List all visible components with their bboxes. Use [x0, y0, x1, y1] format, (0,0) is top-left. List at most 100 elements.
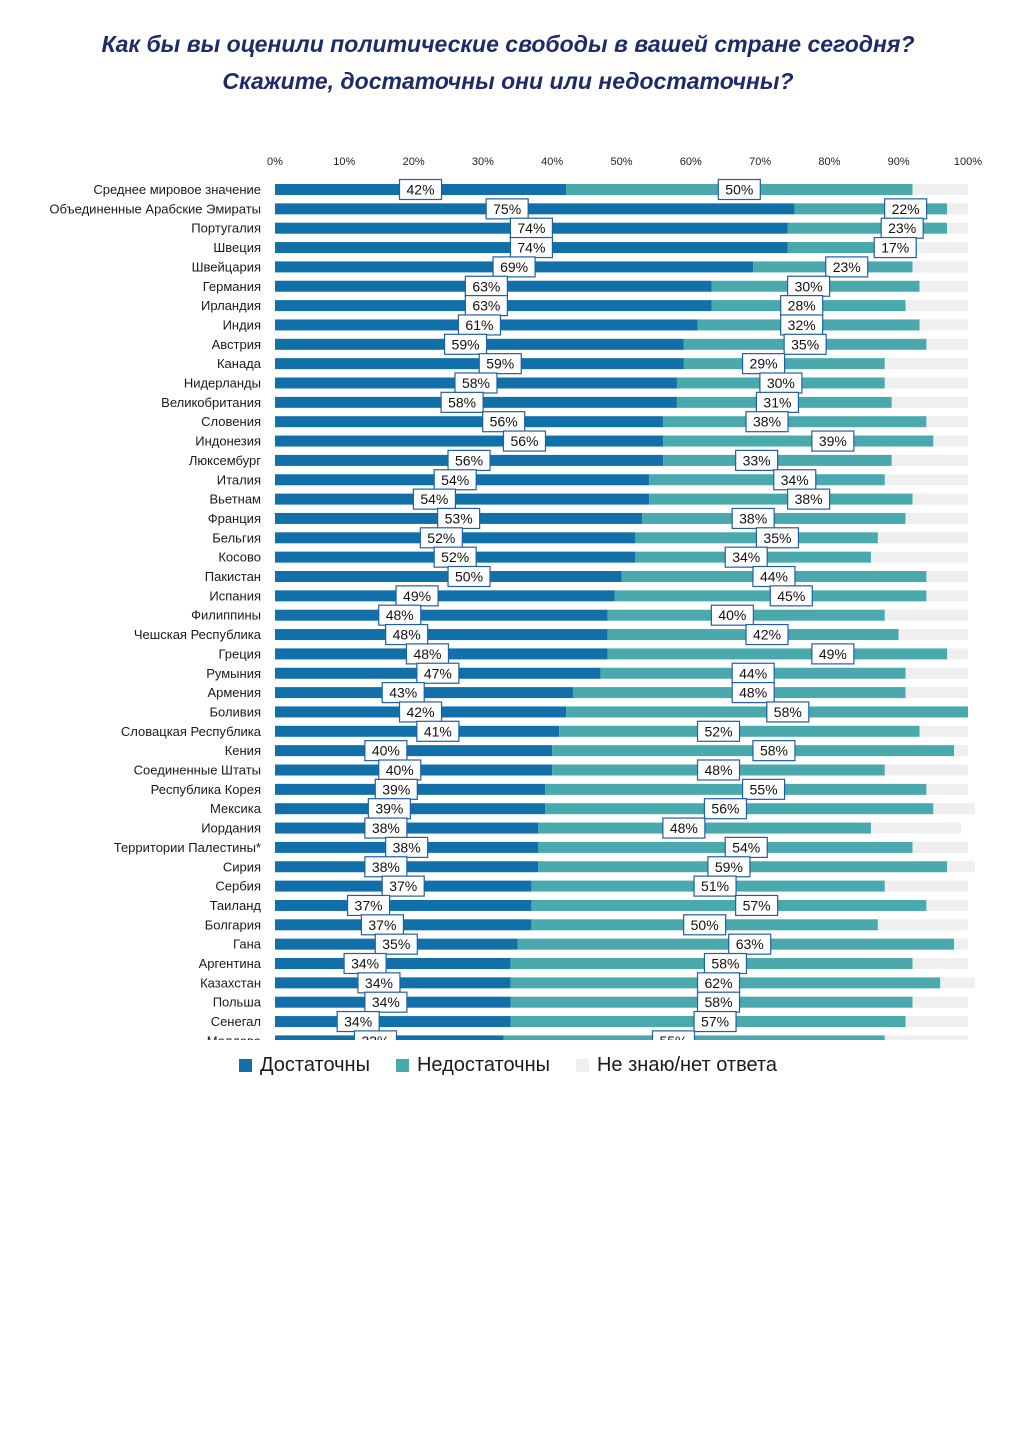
- data-label-box: [825, 256, 869, 278]
- data-label-not-enough: 48%: [705, 762, 733, 778]
- bar-dont-know: [912, 958, 968, 969]
- category-label: Молдова: [207, 1033, 262, 1040]
- category-label: Индия: [223, 317, 261, 332]
- bar-dont-know: [926, 783, 968, 795]
- data-label-box: [364, 991, 408, 1013]
- data-label-box: [447, 565, 491, 588]
- data-label-not-enough: 52%: [705, 723, 733, 739]
- data-label-not-enough: 22%: [892, 201, 920, 217]
- data-label-not-enough: 55%: [659, 1033, 687, 1040]
- legend-item-dont-know: Не знаю/нет ответа: [575, 1053, 777, 1077]
- category-label: Бельгия: [212, 530, 261, 545]
- category-label: Швеция: [213, 240, 261, 255]
- data-label-enough: 38%: [372, 820, 400, 836]
- data-label-box: [783, 333, 827, 355]
- data-label-not-enough: 48%: [670, 820, 698, 836]
- category-label: Люксембург: [189, 453, 261, 468]
- category-label: Боливия: [209, 704, 261, 719]
- legend-label-not-enough: Недостаточны: [416, 1053, 550, 1076]
- data-label-box: [741, 778, 786, 800]
- data-label-box: [735, 894, 779, 917]
- bar-dont-know: [912, 261, 968, 273]
- bar-dont-know: [933, 803, 975, 815]
- data-label-box: [731, 681, 775, 704]
- data-label-enough: 39%: [375, 801, 403, 817]
- data-label-not-enough: 39%: [819, 433, 847, 449]
- data-label-not-enough: 42%: [753, 627, 781, 643]
- category-label: Пакистан: [205, 569, 261, 584]
- bar-dont-know: [884, 358, 968, 370]
- data-label-not-enough: 49%: [819, 646, 847, 662]
- data-label-enough: 52%: [441, 549, 469, 565]
- legend-swatch-dont-know: [575, 1058, 589, 1072]
- bar-dont-know: [905, 687, 968, 699]
- data-label-not-enough: 40%: [718, 607, 746, 623]
- data-label-box: [398, 178, 443, 201]
- data-label-not-enough: 17%: [881, 240, 909, 256]
- data-label-not-enough: 62%: [705, 975, 733, 991]
- category-label: Объединенные Арабские Эмираты: [49, 201, 261, 216]
- bar-dont-know: [905, 242, 968, 254]
- category-label: Сенегал: [211, 1014, 261, 1029]
- x-tick-label: 10%: [333, 156, 355, 168]
- legend-label-enough: Достаточны: [260, 1053, 370, 1076]
- data-label-box: [710, 604, 754, 626]
- data-label-not-enough: 44%: [739, 665, 767, 681]
- data-label-enough: 34%: [372, 994, 400, 1010]
- bar-dont-know: [905, 667, 968, 679]
- legend-swatch-not-enough: [395, 1058, 409, 1072]
- bar-dont-know: [933, 435, 968, 447]
- bar-enough: [275, 435, 664, 447]
- data-label-box: [492, 256, 536, 278]
- data-label-not-enough: 33%: [743, 452, 771, 468]
- data-label-box: [873, 236, 917, 259]
- data-label-box: [662, 817, 706, 839]
- category-label: Казахстан: [200, 975, 261, 990]
- bar-enough: [275, 493, 650, 505]
- bar-dont-know: [884, 1035, 968, 1040]
- category-label: Греция: [218, 646, 261, 661]
- bar-dont-know: [912, 184, 968, 195]
- bar-not-enough: [663, 435, 934, 447]
- data-label-enough: 37%: [355, 897, 383, 913]
- category-label: Португалия: [191, 221, 261, 236]
- category-label: Канада: [217, 356, 262, 371]
- data-label-enough: 56%: [455, 452, 483, 468]
- data-label-enough: 61%: [465, 317, 493, 333]
- data-label-enough: 63%: [472, 278, 500, 294]
- data-label-not-enough: 58%: [711, 956, 739, 972]
- bar-enough: [275, 416, 664, 428]
- bar-not-enough: [787, 242, 906, 254]
- data-label-not-enough: 38%: [795, 491, 823, 507]
- bar-enough: [275, 1016, 511, 1028]
- category-label: Индонезия: [195, 434, 261, 449]
- data-label-box: [416, 720, 460, 742]
- data-label-enough: 33%: [361, 1033, 389, 1040]
- bar-dont-know: [947, 861, 975, 873]
- data-label-not-enough: 48%: [739, 685, 767, 701]
- data-label-not-enough: 57%: [701, 1014, 729, 1030]
- legend-label-dont-know: Не знаю/нет ответа: [596, 1053, 777, 1076]
- bar-dont-know: [891, 454, 968, 466]
- data-label-enough: 38%: [372, 859, 400, 875]
- bar-dont-know: [919, 725, 968, 737]
- data-label-box: [440, 391, 484, 413]
- category-label: Швейцария: [192, 259, 261, 274]
- category-label: Таиланд: [210, 898, 262, 913]
- data-label-box: [728, 933, 772, 955]
- bar-enough: [275, 203, 795, 215]
- data-label-box: [731, 507, 775, 530]
- x-tick-label: 60%: [680, 156, 702, 168]
- data-label-not-enough: 44%: [760, 569, 788, 585]
- category-label: Филиппины: [191, 608, 261, 623]
- data-label-box: [811, 643, 855, 665]
- data-label-not-enough: 38%: [753, 414, 781, 430]
- data-label-enough: 35%: [382, 936, 410, 952]
- data-label-enough: 74%: [517, 220, 545, 236]
- category-label: Сирия: [223, 859, 261, 874]
- data-label-enough: 54%: [441, 472, 469, 488]
- data-label-not-enough: 56%: [711, 801, 739, 817]
- data-label-not-enough: 55%: [750, 781, 778, 797]
- data-label-not-enough: 63%: [736, 936, 764, 952]
- data-label-enough: 42%: [407, 182, 435, 198]
